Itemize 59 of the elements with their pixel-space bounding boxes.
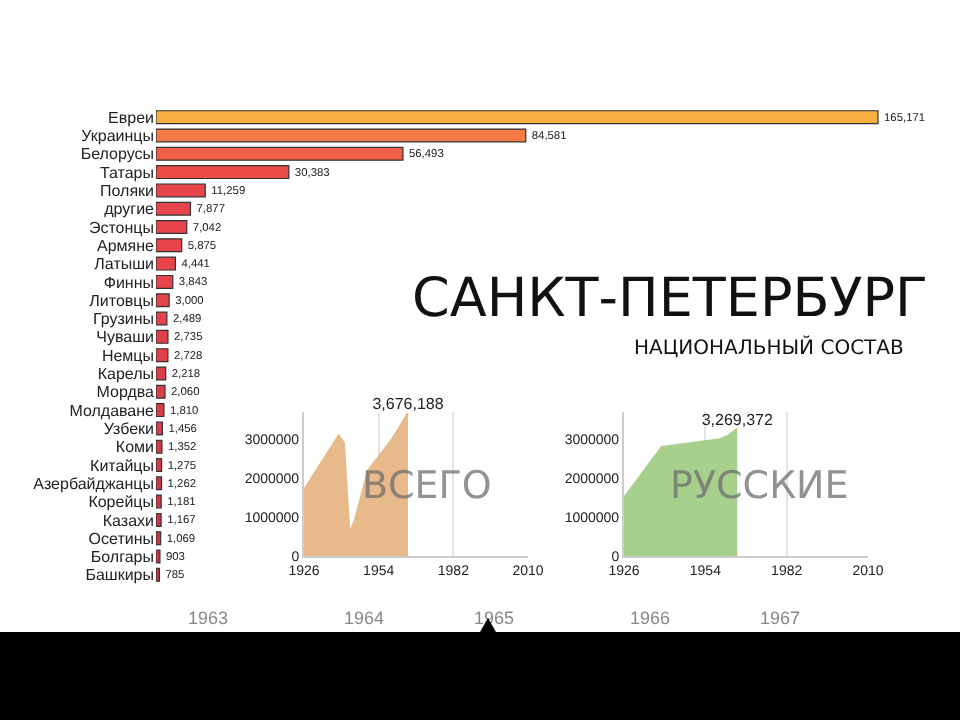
bar: [156, 311, 168, 326]
bar: [156, 494, 162, 509]
bar: [156, 201, 192, 216]
y-tick-label: Башкиры: [85, 566, 155, 585]
bar: [156, 238, 183, 253]
y-tick-label: Татары: [99, 163, 155, 182]
bar: [156, 329, 169, 344]
bar: [156, 110, 879, 125]
text: 1964: [344, 608, 385, 628]
text: 1967: [760, 608, 801, 628]
y-tick-label: Украинцы: [81, 127, 155, 146]
y-tick-label: Болгары: [90, 548, 155, 567]
y-tick-label: Эстонцы: [88, 218, 155, 237]
bar: [156, 256, 177, 271]
bar: [156, 476, 163, 491]
bar: [156, 421, 163, 436]
y-tick-label: Казахи: [102, 511, 154, 530]
y-tick-label: Евреи: [108, 108, 154, 127]
y-tick-label: Немцы: [101, 346, 155, 365]
y-tick-label: Молдаване: [69, 401, 156, 420]
bar: [156, 165, 290, 180]
y-tick-label: Белорусы: [80, 145, 155, 164]
bar: [156, 439, 163, 454]
y-tick-label: Мордва: [96, 383, 156, 402]
bar: [156, 183, 206, 198]
y-tick-label: Финны: [103, 273, 155, 292]
y-tick-label: Латыши: [94, 255, 154, 274]
bar: [156, 384, 166, 399]
text: 1966: [630, 608, 671, 628]
y-tick-label: Поляки: [100, 181, 154, 200]
data-label: 3,676,188: [372, 394, 445, 413]
y-tick-label: Узбеки: [103, 419, 154, 438]
bar: [156, 220, 188, 234]
data-label: 3,269,372: [701, 410, 774, 429]
bar: [156, 293, 170, 308]
bar: [156, 128, 527, 143]
bar: [156, 146, 404, 161]
y-tick-label: Азербайджанцы: [33, 474, 155, 493]
bar: [156, 366, 167, 381]
bar: [156, 458, 163, 472]
bar: [156, 348, 169, 363]
text: НАЦИОНАЛЬНЫЙ СОСТАВ: [634, 334, 905, 360]
text: САНКТ-ПЕТЕРБУРГ: [412, 268, 928, 330]
bar: [156, 512, 162, 527]
y-tick-label: Осетины: [88, 529, 155, 548]
y-tick-label: Армяне: [97, 236, 156, 255]
y-tick-label: Карелы: [97, 365, 155, 384]
bar: [156, 403, 165, 418]
bar: [156, 274, 174, 289]
text: 1963: [188, 608, 229, 628]
y-tick-label: Коми: [115, 438, 154, 457]
text: 1965: [474, 608, 515, 628]
y-tick-label: другие: [104, 200, 156, 219]
y-tick-label: Чуваши: [96, 328, 154, 347]
y-tick-label: Корейцы: [88, 493, 155, 512]
y-tick-label: Китайцы: [90, 456, 155, 475]
y-tick-label: Грузины: [92, 310, 155, 329]
y-tick-label: Литовцы: [89, 291, 155, 310]
bar: [156, 531, 162, 546]
